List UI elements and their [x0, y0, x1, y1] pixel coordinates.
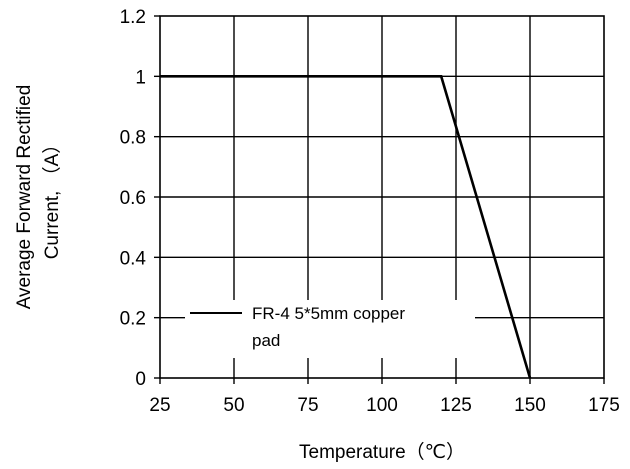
y-tick-label-1_2: 1.2 — [120, 7, 146, 28]
legend-text-line-2: pad — [252, 331, 280, 350]
x-tick-label-75: 75 — [297, 395, 318, 416]
legend-box — [185, 300, 475, 358]
x-tick-label-50: 50 — [223, 395, 244, 416]
y-tick-label-0_6: 0.6 — [120, 188, 146, 209]
x-tick-label-125: 125 — [440, 395, 472, 416]
legend: FR-4 5*5mm copper pad — [185, 300, 475, 358]
axis-ticks: 25 50 75 100 125 150 175 0 0.2 0.4 0.6 0.8 1 1.2 — [120, 7, 620, 416]
x-tick-label-25: 25 — [149, 395, 170, 416]
y-tick-label-0_8: 0.8 — [120, 128, 146, 149]
y-axis-label-line-1: Average Forward Rectified — [14, 85, 35, 310]
x-tick-label-175: 175 — [588, 395, 620, 416]
x-axis-label: Temperature（℃） — [299, 441, 465, 463]
y-tick-label-0_4: 0.4 — [120, 248, 147, 269]
y-tick-label-1: 1 — [135, 67, 146, 88]
y-axis-label-line-2: Current, （A） — [41, 135, 63, 260]
series-line-0 — [160, 75, 532, 379]
y-tick-label-0: 0 — [135, 369, 146, 390]
series-group — [160, 75, 532, 379]
legend-text-line-1: FR-4 5*5mm copper — [252, 304, 405, 323]
x-tick-label-150: 150 — [514, 395, 546, 416]
x-tick-label-100: 100 — [366, 395, 398, 416]
y-tick-label-0_2: 0.2 — [120, 309, 146, 330]
